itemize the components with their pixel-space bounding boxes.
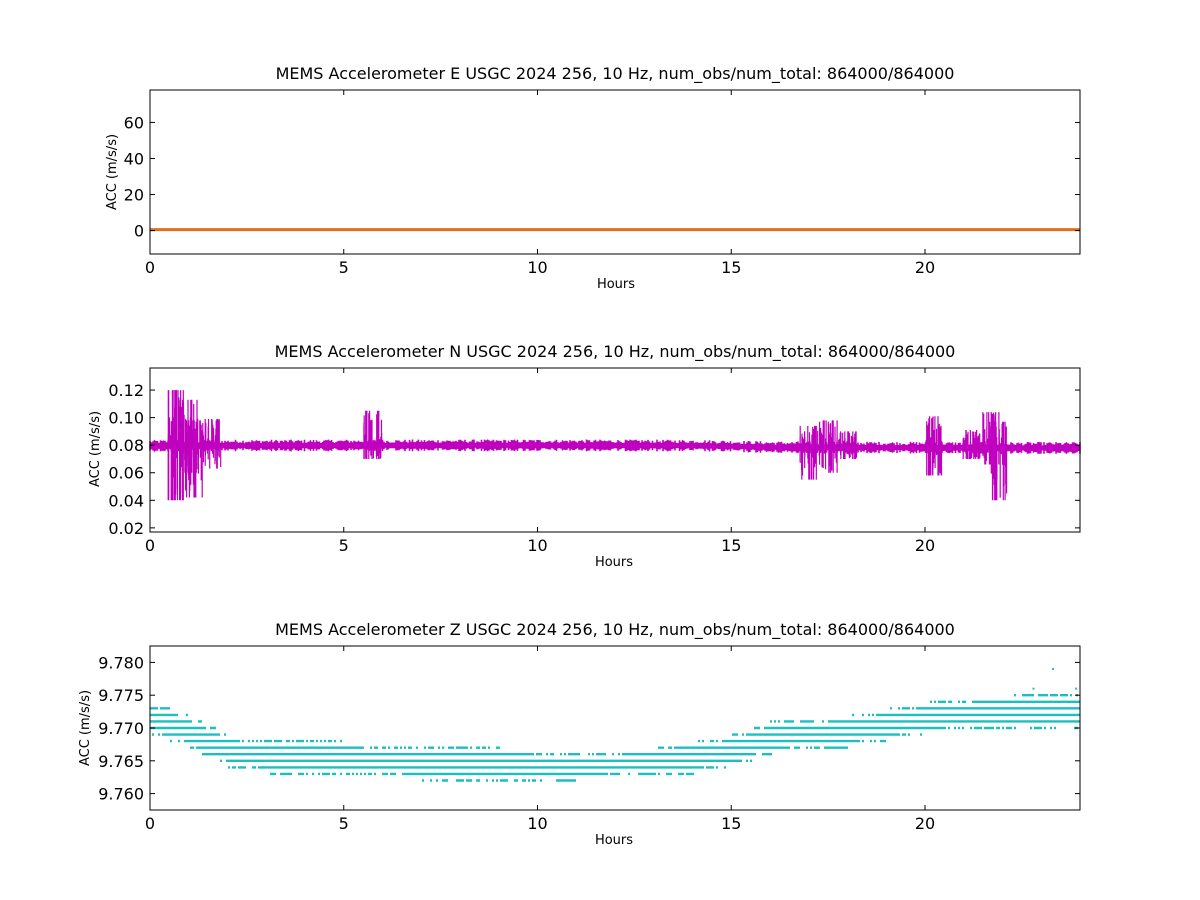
east-x-axis-label: Hours	[597, 277, 635, 292]
east-x-tick-label: 10	[527, 258, 547, 277]
north-activity-burst	[838, 431, 858, 459]
north-y-tick-label: 0.02	[108, 519, 144, 538]
east-y-axis-label: ACC (m/s/s)	[105, 134, 120, 210]
vertical-axis-ticks: 0 5 10 15 20 9.760 9.765 9.770 9.775 9.780	[98, 646, 1080, 833]
east-y-tick-label: 0	[134, 222, 144, 241]
north-activity-burst	[818, 420, 838, 473]
vertical-x-tick-label: 10	[527, 814, 547, 833]
vertical-series-trace	[150, 694, 1080, 782]
vertical-y-axis-label: ACC (m/s/s)	[78, 690, 93, 766]
north-axis-ticks: 0 5 10 15 20 0.02 0.04 0.06 0.08 0.10 0.12	[108, 368, 1080, 555]
east-x-tick-label: 5	[339, 258, 349, 277]
vertical-outlier-point	[1075, 687, 1078, 690]
vertical-y-tick-label: 9.770	[98, 719, 144, 738]
vertical-x-axis-label: Hours	[595, 833, 633, 848]
north-x-tick-label: 20	[915, 536, 935, 555]
vertical-data-marks	[150, 667, 1080, 782]
north-y-tick-label: 0.12	[108, 381, 144, 400]
north-y-tick-label: 0.08	[108, 436, 144, 455]
vertical-x-tick-label: 15	[721, 814, 741, 833]
north-y-tick-label: 0.10	[108, 409, 144, 428]
north-y-tick-label: 0.04	[108, 491, 144, 510]
north-x-tick-label: 15	[721, 536, 741, 555]
east-plot-frame	[149, 89, 1081, 255]
vertical-x-tick-label: 0	[145, 814, 155, 833]
vertical-component-panel: MEMS Accelerometer Z USGC 2024 256, 10 H…	[78, 620, 1081, 848]
vertical-x-tick-label: 20	[915, 814, 935, 833]
east-component-panel: MEMS Accelerometer E USGC 2024 256, 10 H…	[105, 64, 1081, 292]
vertical-x-tick-label: 5	[339, 814, 349, 833]
vertical-plot-frame	[149, 645, 1081, 811]
east-axis-ticks: 0 5 10 15 20 0 20 40 60	[124, 90, 1080, 277]
east-x-tick-label: 0	[145, 258, 155, 277]
east-x-tick-label: 15	[721, 258, 741, 277]
east-x-tick-label: 20	[915, 258, 935, 277]
east-y-tick-label: 20	[124, 186, 144, 205]
north-x-axis-label: Hours	[595, 555, 633, 570]
north-activity-burst	[202, 419, 222, 469]
north-panel-title: MEMS Accelerometer N USGC 2024 256, 10 H…	[275, 342, 956, 362]
vertical-y-tick-label: 9.765	[98, 752, 144, 771]
vertical-y-tick-label: 9.775	[98, 686, 144, 705]
vertical-outlier-point	[1032, 687, 1035, 690]
vertical-panel-title: MEMS Accelerometer Z USGC 2024 256, 10 H…	[275, 620, 955, 640]
north-x-tick-label: 10	[527, 536, 547, 555]
east-panel-title: MEMS Accelerometer E USGC 2024 256, 10 H…	[276, 64, 955, 84]
north-component-panel: MEMS Accelerometer N USGC 2024 256, 10 H…	[88, 342, 1081, 570]
north-y-tick-label: 0.06	[108, 464, 144, 483]
north-x-tick-label: 5	[339, 536, 349, 555]
north-activity-burst	[925, 416, 943, 476]
east-y-tick-label: 40	[124, 149, 144, 168]
north-activity-burst	[962, 430, 981, 459]
east-y-tick-label: 60	[124, 113, 144, 132]
vertical-y-tick-label: 9.780	[98, 653, 144, 672]
north-plot-frame	[149, 367, 1081, 533]
north-x-tick-label: 0	[145, 536, 155, 555]
north-activity-burst	[363, 410, 383, 459]
vertical-outlier-point	[1051, 667, 1054, 670]
vertical-y-tick-label: 9.760	[98, 785, 144, 804]
north-activity-burst	[989, 421, 1009, 501]
north-activity-burst	[799, 425, 819, 480]
north-y-axis-label: ACC (m/s/s)	[88, 411, 103, 487]
